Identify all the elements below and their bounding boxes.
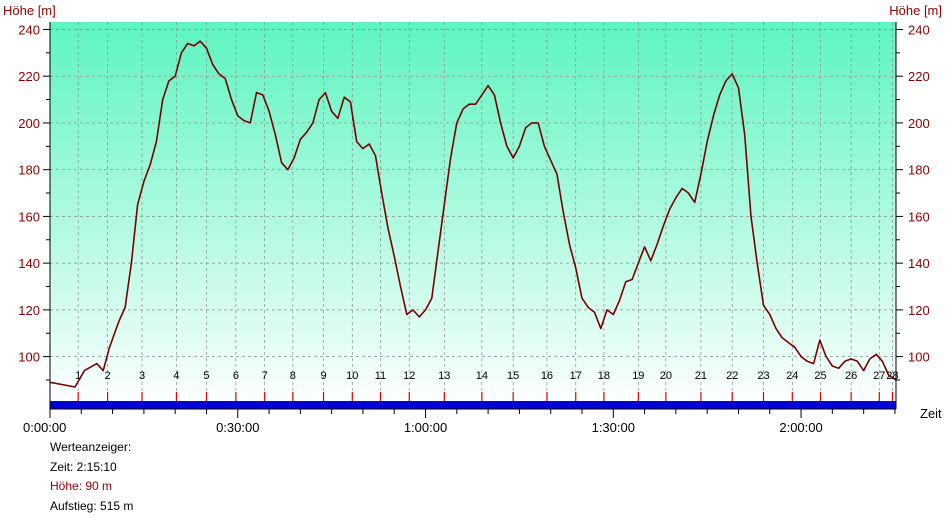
y-ticks-right: 100 120 140 160 180 200 220 240: [896, 22, 930, 381]
marker-label-9: 9: [320, 370, 326, 382]
y-tick-label-left-100: 100: [18, 350, 40, 365]
marker-label-20: 20: [660, 370, 672, 382]
marker-label-17: 17: [570, 370, 582, 382]
y-tick-label-right-160: 160: [908, 209, 930, 224]
marker-label-14: 14: [476, 370, 488, 382]
x-tick-label-3: 1:30:00: [592, 420, 635, 435]
marker-label-24: 24: [786, 370, 798, 382]
y-tick-label-left-200: 200: [18, 116, 40, 131]
x-tick-label-2: 1:00:00: [404, 420, 447, 435]
y-tick-label-right-240: 240: [908, 22, 930, 37]
marker-label-12: 12: [403, 370, 415, 382]
marker-label-11: 11: [375, 370, 386, 382]
y-tick-label-left-240: 240: [18, 22, 40, 37]
value-display-ascent: Aufstieg: 515 m: [50, 498, 134, 513]
y-tick-label-left-220: 220: [18, 69, 40, 84]
y-axis-title-left: Höhe [m]: [3, 3, 56, 18]
marker-label-2: 2: [105, 370, 111, 382]
marker-label-10: 10: [346, 370, 358, 382]
marker-label-19: 19: [632, 370, 644, 382]
y-tick-label-left-120: 120: [18, 303, 40, 318]
marker-label-18: 18: [598, 370, 610, 382]
y-tick-label-right-180: 180: [908, 163, 930, 178]
marker-label-27: 27: [873, 370, 885, 382]
marker-band: [50, 401, 896, 409]
value-display-title: Werteanzeiger:: [50, 440, 132, 454]
segment-markers: 1 2 3 4 5 6 7 8 9 10 11 12 13 14 15 16 17 18 19 20 21 22 23 24 2…: [75, 370, 899, 401]
value-display: Werteanzeiger: Zeit: 2:15:10 Höhe: 90 m …: [50, 438, 133, 516]
plot-area: [50, 22, 896, 409]
marker-label-6: 6: [233, 370, 239, 382]
marker-label-13: 13: [438, 370, 450, 382]
marker-label-16: 16: [541, 370, 553, 382]
grid: [50, 22, 896, 401]
marker-label-28: 28: [886, 370, 898, 382]
marker-label-4: 4: [173, 370, 179, 382]
marker-label-23: 23: [757, 370, 769, 382]
y-axis-title-right: Höhe [m]: [889, 3, 942, 18]
marker-label-3: 3: [139, 370, 145, 382]
y-tick-label-right-120: 120: [908, 303, 930, 318]
value-display-height: Höhe: 90 m: [50, 479, 113, 493]
marker-label-22: 22: [726, 370, 738, 382]
x-axis-title: Zeit: [920, 406, 942, 421]
x-tick-label-4: 2:00:00: [779, 420, 822, 435]
marker-label-1: 1: [75, 370, 81, 382]
y-tick-label-right-200: 200: [908, 116, 930, 131]
elevation-line: [49, 40, 897, 388]
value-display-time: Zeit: 2:15:10: [50, 459, 117, 474]
y-tick-label-left-160: 160: [18, 209, 40, 224]
marker-label-7: 7: [262, 370, 268, 382]
y-tick-label-right-100: 100: [908, 350, 930, 365]
y-tick-label-right-140: 140: [908, 256, 930, 271]
marker-label-25: 25: [814, 370, 826, 382]
marker-label-5: 5: [203, 370, 209, 382]
x-tick-label-1: 0:30:00: [216, 420, 259, 435]
x-ticks: 0:00:00 0:30:00 1:00:00 1:30:00 2:00:00: [23, 409, 896, 435]
y-ticks-left: 100 120 140 160 180 200 220 240: [18, 22, 50, 381]
y-tick-label-left-140: 140: [18, 256, 40, 271]
y-tick-label-left-180: 180: [18, 163, 40, 178]
marker-label-21: 21: [695, 370, 707, 382]
x-tick-label-0: 0:00:00: [23, 420, 66, 435]
marker-band-bar: [50, 401, 896, 409]
marker-label-15: 15: [507, 370, 519, 382]
y-tick-label-right-220: 220: [908, 69, 930, 84]
marker-label-8: 8: [290, 370, 296, 382]
marker-label-26: 26: [845, 370, 857, 382]
